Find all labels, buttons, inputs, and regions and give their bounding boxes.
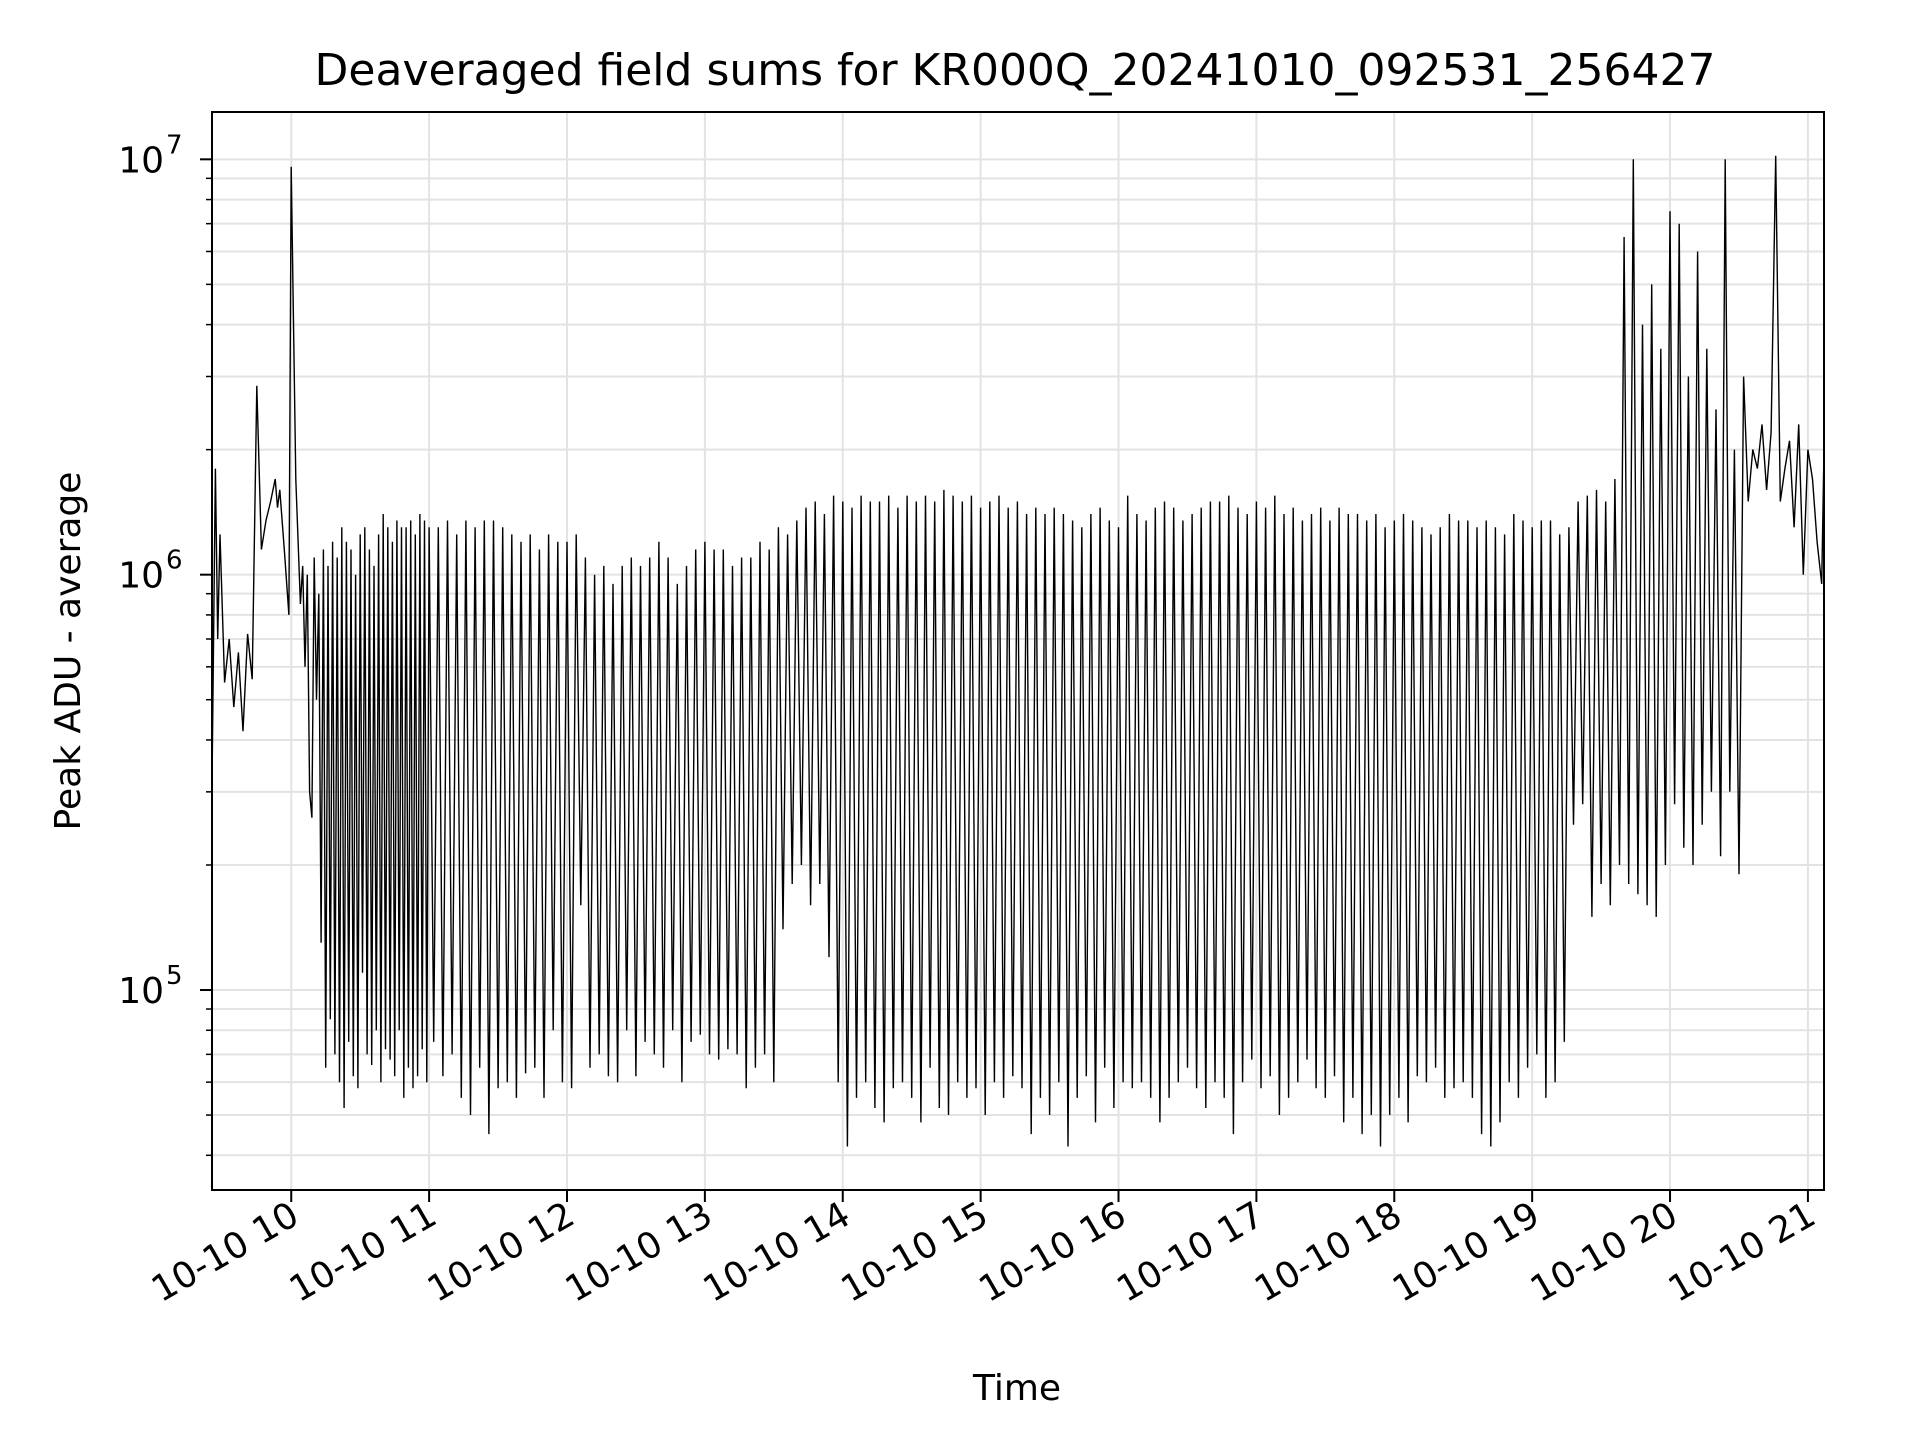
y-tick-label-base: 10 [118,556,164,597]
y-tick-label-exponent: 5 [166,961,183,991]
x-axis-label: Time [972,1368,1061,1409]
y-tick-label: 10 [118,971,164,1012]
y-tick-label-exponent: 6 [166,546,183,576]
y-tick-label-base: 10 [118,140,164,181]
y-tick-label: 10 [118,140,164,181]
data-layer [211,155,1825,1147]
plot-frame [211,111,1825,1191]
y-tick-label-base: 10 [118,971,164,1012]
y-tick-label-exponent: 7 [166,130,183,160]
series-line [211,155,1825,1147]
y-axis-label: Peak ADU - average [48,472,89,831]
y-tick-label: 10 [118,556,164,597]
chart-title: Deaveraged field sums for KR000Q_2024101… [315,45,1716,96]
